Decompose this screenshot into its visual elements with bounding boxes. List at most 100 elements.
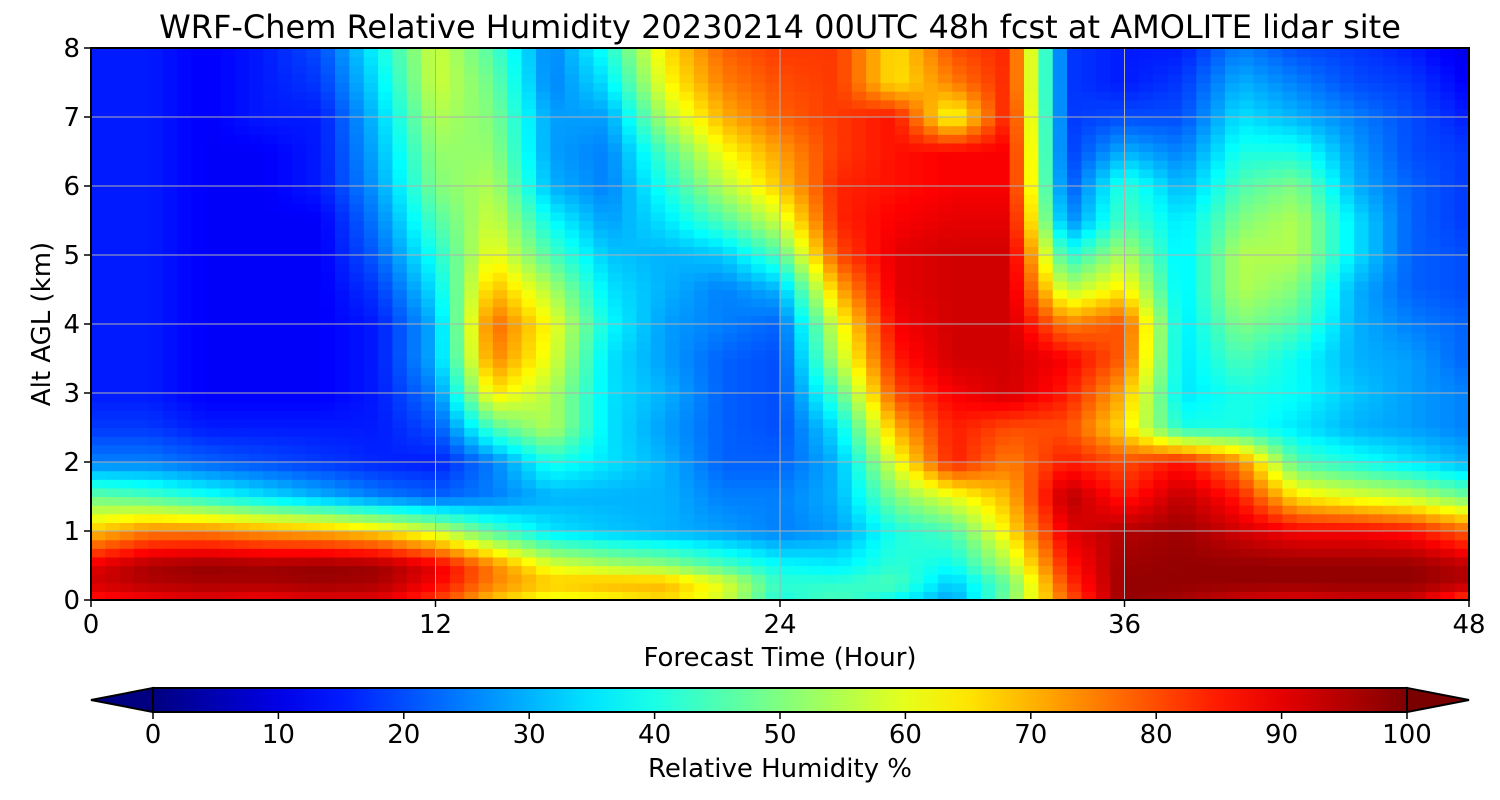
heatmap-cell	[521, 479, 537, 489]
heatmap-cell	[923, 246, 939, 256]
heatmap-cell	[248, 453, 264, 463]
heatmap-cell	[220, 160, 236, 170]
heatmap-cell	[1038, 367, 1054, 377]
heatmap-cell	[134, 203, 150, 213]
heatmap-cell	[1454, 315, 1469, 325]
heatmap-cell	[421, 324, 437, 334]
heatmap-cell	[421, 263, 437, 273]
heatmap-cell	[1196, 151, 1212, 161]
heatmap-cell	[134, 418, 150, 429]
heatmap-cell	[1397, 220, 1413, 230]
heatmap-cell	[866, 384, 882, 394]
heatmap-cell	[679, 539, 695, 549]
heatmap-cell	[378, 496, 394, 506]
heatmap-cell	[823, 436, 839, 446]
heatmap-cell	[1339, 539, 1355, 549]
heatmap-cell	[923, 496, 939, 506]
heatmap-cell	[492, 479, 508, 489]
heatmap-cell	[177, 548, 193, 558]
heatmap-cell	[579, 280, 594, 291]
heatmap-cell	[1397, 375, 1413, 385]
heatmap-cell	[507, 324, 523, 334]
heatmap-cell	[320, 211, 336, 222]
heatmap-cell	[335, 280, 350, 291]
heatmap-cell	[622, 410, 638, 420]
heatmap-cell	[1411, 539, 1427, 549]
heatmap-cell	[91, 453, 106, 463]
heatmap-cell	[191, 177, 207, 187]
heatmap-cell	[937, 306, 953, 316]
heatmap-cell	[1296, 513, 1312, 523]
heatmap-cell	[335, 255, 350, 265]
heatmap-cell	[464, 315, 480, 325]
heatmap-cell	[220, 556, 236, 567]
heatmap-cell	[1052, 229, 1068, 239]
heatmap-cell	[1354, 401, 1370, 411]
heatmap-cell	[1110, 393, 1126, 403]
heatmap-cell	[191, 462, 207, 472]
heatmap-cell	[1311, 151, 1327, 161]
heatmap-cell	[636, 177, 652, 187]
heatmap-cell	[1067, 341, 1083, 351]
heatmap-cell	[995, 548, 1011, 558]
heatmap-cell	[1095, 306, 1111, 316]
heatmap-cell	[1009, 470, 1025, 480]
heatmap-cell	[378, 505, 394, 515]
heatmap-cell	[464, 444, 480, 454]
heatmap-cell	[464, 436, 480, 446]
heatmap-cell	[406, 367, 422, 377]
heatmap-cell	[306, 548, 322, 558]
heatmap-cell	[808, 237, 824, 247]
heatmap-cell	[851, 194, 867, 204]
heatmap-cell	[665, 324, 681, 334]
heatmap-cell	[1454, 246, 1469, 256]
heatmap-cell	[1210, 591, 1226, 600]
heatmap-cell	[1052, 591, 1068, 600]
heatmap-cell	[134, 298, 150, 308]
heatmap-cell	[1138, 548, 1154, 558]
heatmap-cell	[1095, 341, 1111, 351]
heatmap-cell	[349, 427, 365, 437]
heatmap-cell	[880, 462, 896, 472]
heatmap-cell	[1210, 367, 1226, 377]
heatmap-cell	[220, 470, 236, 480]
heatmap-cell	[1425, 565, 1441, 575]
heatmap-cell	[162, 470, 178, 480]
heatmap-cell	[1397, 531, 1413, 541]
heatmap-cell	[823, 410, 839, 420]
heatmap-cell	[794, 272, 810, 282]
heatmap-cell	[378, 591, 394, 600]
heatmap-cell	[751, 565, 767, 575]
heatmap-cell	[1210, 194, 1226, 204]
heatmap-cell	[579, 349, 594, 360]
heatmap-cell	[1253, 177, 1269, 187]
heatmap-cell	[550, 470, 566, 480]
heatmap-cell	[1038, 427, 1054, 437]
heatmap-cell	[478, 418, 494, 429]
heatmap-cell	[1138, 539, 1154, 549]
heatmap-cell	[751, 496, 767, 506]
heatmap-cell	[205, 280, 221, 291]
heatmap-cell	[1296, 418, 1312, 429]
heatmap-cell	[148, 151, 164, 161]
heatmap-cell	[363, 496, 379, 506]
heatmap-cell	[966, 341, 982, 351]
heatmap-cell	[622, 582, 638, 592]
heatmap-cell	[866, 263, 882, 273]
heatmap-cell	[1009, 358, 1025, 368]
heatmap-cell	[593, 436, 609, 446]
heatmap-cell	[1024, 194, 1039, 204]
heatmap-cell	[248, 298, 264, 308]
heatmap-cell	[866, 418, 882, 429]
heatmap-cell	[205, 246, 221, 256]
heatmap-cell	[392, 531, 408, 541]
heatmap-cell	[636, 539, 652, 549]
heatmap-cell	[191, 160, 207, 170]
heatmap-cell	[1110, 427, 1126, 437]
heatmap-cell	[665, 556, 681, 567]
heatmap-cell	[291, 168, 307, 178]
heatmap-cell	[1052, 220, 1068, 230]
heatmap-cell	[1110, 177, 1126, 187]
heatmap-cell	[823, 280, 839, 291]
heatmap-cell	[1296, 255, 1312, 265]
